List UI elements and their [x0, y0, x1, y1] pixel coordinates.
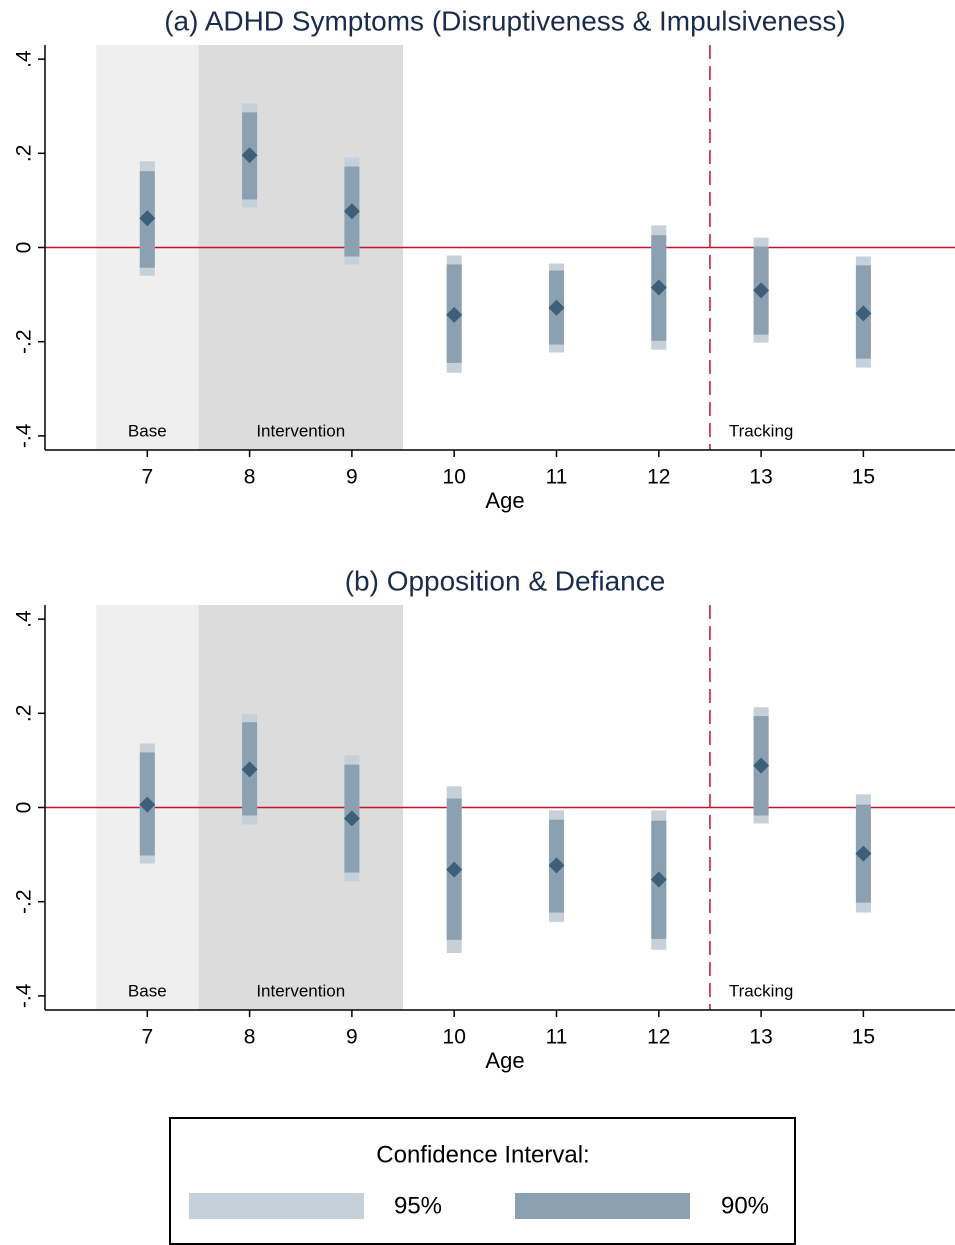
y-tick-label: -.4: [13, 983, 36, 1008]
title: (b) Opposition & Defiance: [345, 565, 666, 596]
x-tick-label: 9: [346, 466, 358, 489]
point-estimate: [855, 305, 872, 322]
point-estimate: [753, 757, 770, 774]
x-axis-label: Age: [485, 1048, 524, 1073]
x-tick-label: 15: [852, 466, 875, 489]
region-label: Intervention: [256, 421, 345, 440]
point-estimate: [753, 282, 770, 299]
x-tick-label: 7: [141, 466, 153, 489]
x-tick-label: 7: [141, 1026, 153, 1049]
region-label: Tracking: [729, 981, 794, 1000]
x-tick-label: 10: [443, 466, 466, 489]
point-estimate: [855, 845, 872, 862]
y-tick-label: .4: [13, 610, 36, 628]
point-estimate: [343, 810, 360, 827]
region-label: Tracking: [729, 421, 794, 440]
x-tick-label: 11: [546, 466, 568, 489]
point-estimate: [343, 203, 360, 220]
point-estimate: [446, 861, 463, 878]
y-tick-label: .2: [13, 145, 36, 163]
y-tick-label: .4: [13, 50, 36, 68]
legend-box: [169, 1117, 796, 1245]
point-estimate: [548, 299, 565, 316]
point-estimate: [650, 871, 667, 888]
x-tick-label: 12: [647, 466, 670, 489]
x-axis-label: Age: [485, 488, 524, 513]
point-estimate: [241, 761, 258, 778]
x-tick-label: 9: [346, 1026, 358, 1049]
point-estimate: [548, 857, 565, 874]
legend-swatch: [515, 1193, 690, 1219]
legend-title: Confidence Interval:: [376, 1141, 589, 1168]
x-tick-label: 12: [647, 1026, 670, 1049]
title: (a) ADHD Symptoms (Disruptiveness & Impu…: [164, 5, 846, 36]
region-label: Intervention: [256, 981, 345, 1000]
x-tick-label: 10: [443, 1026, 466, 1049]
y-tick-label: 0: [13, 242, 36, 254]
point-estimate: [241, 147, 258, 164]
region-label: Base: [128, 421, 167, 440]
point-estimate: [446, 306, 463, 323]
legend-swatch: [189, 1193, 364, 1219]
x-tick-label: 11: [546, 1026, 568, 1049]
y-tick-label: -.4: [13, 423, 36, 448]
point-estimate: [139, 796, 156, 813]
legend-label: 95%: [394, 1192, 442, 1219]
y-tick-label: -.2: [13, 329, 36, 354]
point-estimate: [650, 279, 667, 296]
x-tick-label: 13: [749, 466, 772, 489]
region-label: Base: [128, 981, 167, 1000]
x-tick-label: 15: [852, 1026, 875, 1049]
point-estimate: [139, 210, 156, 227]
x-tick-label: 13: [749, 1026, 772, 1049]
x-tick-label: 8: [244, 1026, 256, 1049]
y-tick-label: .2: [13, 705, 36, 723]
y-tick-label: 0: [13, 802, 36, 814]
y-tick-label: -.2: [13, 889, 36, 914]
x-tick-label: 8: [244, 466, 256, 489]
legend-label: 90%: [721, 1192, 769, 1219]
